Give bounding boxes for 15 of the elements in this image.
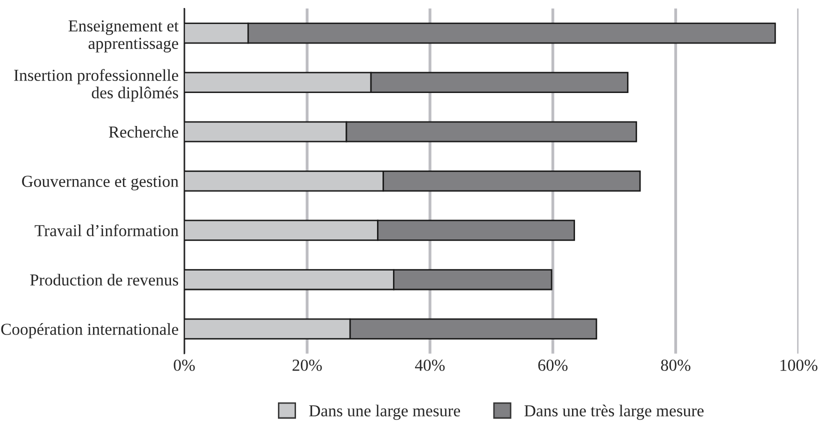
legend-label: Dans une large mesure: [309, 404, 460, 420]
y-tick-label: Coopération internationale: [1, 323, 178, 338]
x-tick-label: 20%: [292, 360, 322, 371]
y-tick-label: Travail d’information: [34, 224, 178, 236]
x-tick-label: 60%: [538, 360, 568, 371]
x-tick-label: 0%: [174, 360, 195, 371]
x-tick-label: 100%: [780, 360, 818, 371]
y-tick-label: Enseignement et apprentissage: [68, 20, 179, 52]
legend-label: Dans une très large mesure: [524, 404, 704, 420]
y-tick-label: Recherche: [108, 126, 178, 138]
y-tick-label: Gouvernance et gestion: [22, 176, 178, 190]
x-tick-label: 40%: [415, 360, 445, 371]
x-tick-label: 80%: [661, 360, 690, 371]
y-tick-label: Production de revenus: [30, 274, 178, 286]
y-tick-label: Insertion professionnelle des diplômés: [14, 69, 178, 102]
